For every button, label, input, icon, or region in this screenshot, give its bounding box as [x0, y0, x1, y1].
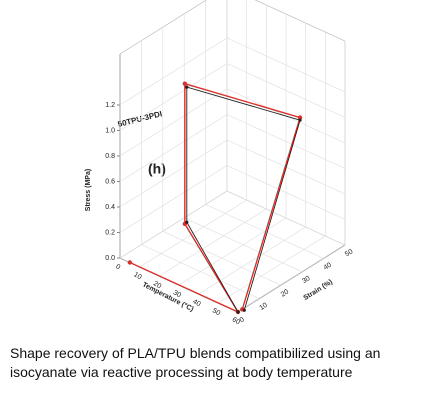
- grid-line: [198, 226, 306, 295]
- data-point: [242, 308, 246, 312]
- annotation: (h): [148, 161, 166, 177]
- data-point: [298, 118, 302, 122]
- data-point: [297, 115, 303, 120]
- grid-line: [178, 217, 287, 286]
- x-tick-label: 30: [172, 289, 182, 299]
- grid-line: [159, 208, 267, 277]
- data-point: [185, 85, 189, 89]
- grid-line: [119, 63, 228, 131]
- grid-line: [226, 190, 346, 246]
- y-tick-label: 20: [280, 288, 290, 298]
- y-tick-label: 0: [239, 316, 246, 324]
- x-tick-label: 40: [191, 298, 201, 308]
- x-tick-label: 60: [231, 316, 241, 326]
- data-point: [127, 260, 133, 265]
- z-tick-label: 0.0: [105, 255, 115, 262]
- grid-line: [205, 204, 324, 259]
- data-point: [182, 81, 188, 86]
- data-line: [129, 82, 301, 314]
- z-tick-label: 1.2: [105, 102, 115, 109]
- grid-line: [184, 217, 303, 273]
- grid-line: [119, 37, 228, 106]
- x-tick-label: 20: [152, 280, 162, 290]
- grid-line: [119, 139, 228, 208]
- y-tick-label: 40: [323, 262, 333, 272]
- grid-line: [119, 88, 228, 157]
- box-edge: [119, 0, 207, 55]
- x-axis-title: Temperature (°C): [141, 281, 195, 314]
- chart: 50TPU-3PDI (h) Stress (MPa) Temperature …: [85, 0, 354, 326]
- grid-line: [218, 235, 326, 304]
- z-axis-title: Stress (MPa): [85, 169, 92, 211]
- grid-line: [119, 165, 228, 233]
- data-point: [236, 310, 240, 314]
- z-tick-label: 1.0: [105, 127, 115, 134]
- grid-line: [119, 190, 228, 259]
- grid-line: [162, 230, 281, 286]
- y-tick-label: 30: [301, 275, 311, 285]
- caption: Shape recovery of PLA/TPU blends compati…: [10, 345, 381, 380]
- z-tick-label: 0.2: [105, 229, 115, 236]
- z-tick-label: 0.4: [105, 204, 115, 211]
- x-tick-label: 10: [132, 271, 142, 281]
- annotation: 50TPU-3PDI: [117, 109, 163, 129]
- x-tick-label: 0: [114, 263, 121, 271]
- grid-line: [141, 244, 260, 299]
- y-tick-label: 50: [344, 248, 354, 258]
- data-line: [186, 86, 301, 313]
- grid-line: [237, 244, 346, 313]
- x-tick-label: 50: [211, 307, 221, 317]
- grid-line: [119, 114, 228, 182]
- z-tick-label: 0.8: [105, 153, 115, 160]
- y-tick-label: 10: [258, 302, 268, 312]
- data-point: [185, 220, 189, 224]
- z-tick-label: 0.6: [105, 178, 115, 185]
